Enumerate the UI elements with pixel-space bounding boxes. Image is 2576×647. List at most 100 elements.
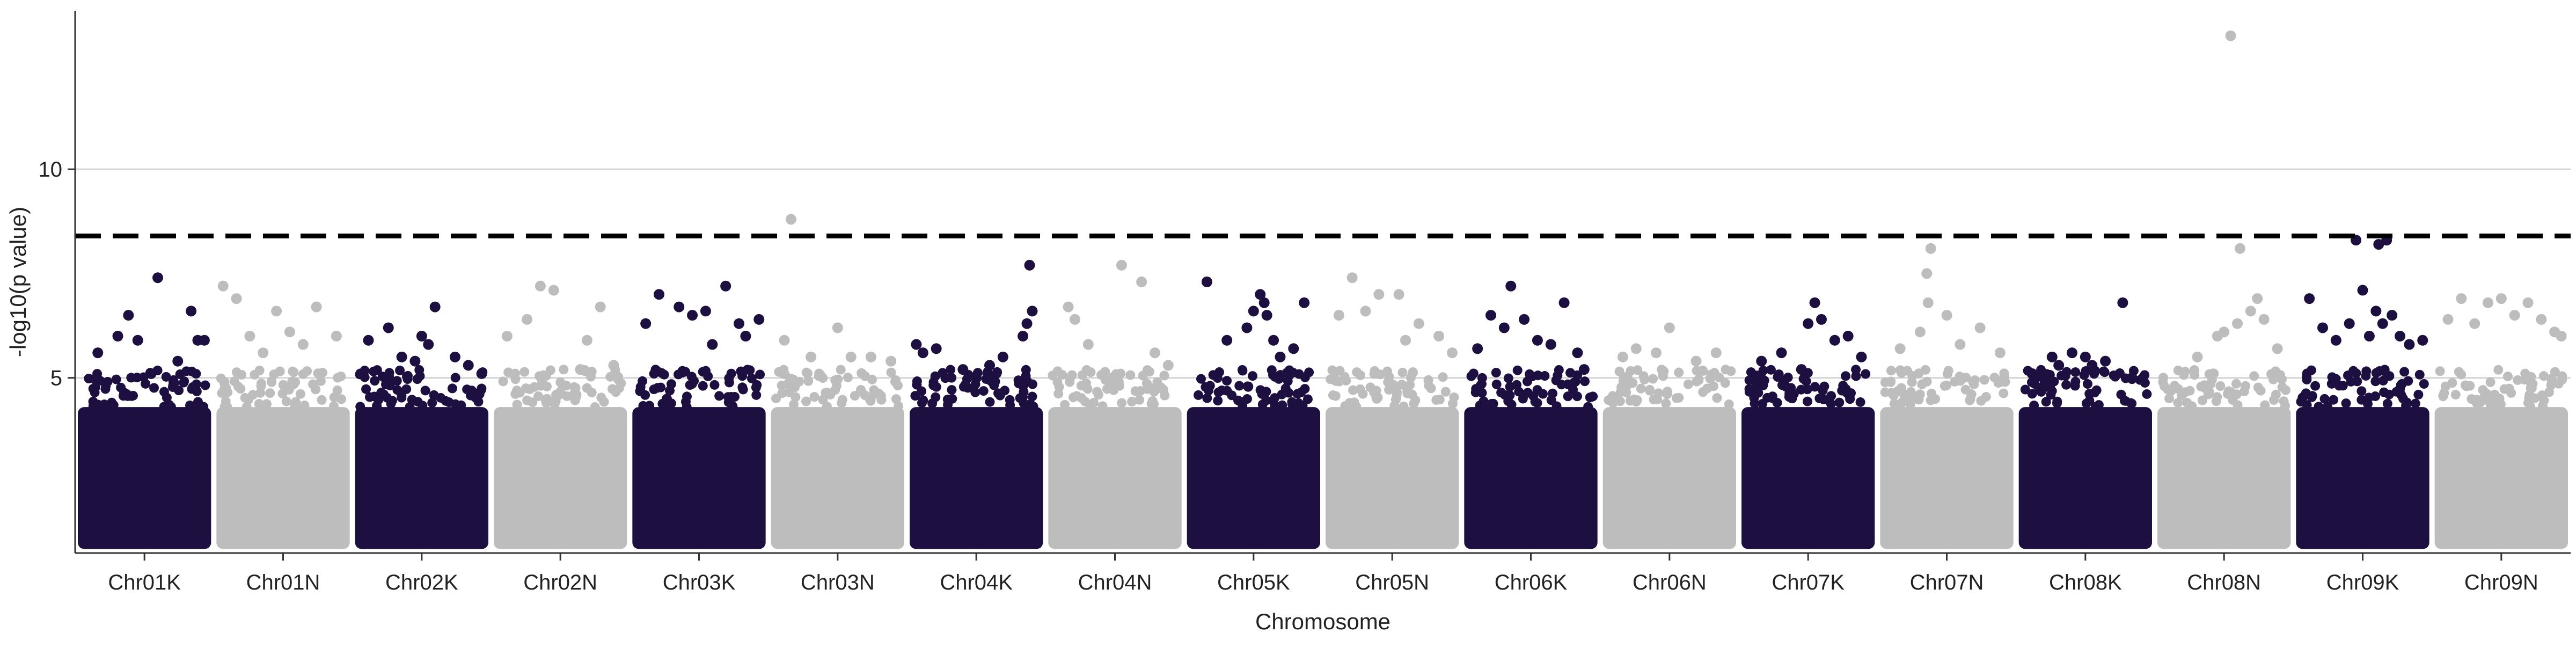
data-point [1496, 387, 1506, 397]
data-point [989, 380, 999, 390]
data-point [2266, 369, 2277, 379]
data-point [540, 395, 551, 405]
data-point [1981, 392, 1991, 402]
data-point [1503, 373, 1513, 383]
data-point [809, 392, 819, 402]
data-point [724, 373, 734, 383]
data-point [1234, 381, 1245, 391]
data-point [525, 384, 535, 394]
data-point [1697, 365, 1708, 375]
data-point [1431, 395, 1441, 405]
data-point [192, 402, 202, 412]
data-point-chr02n [575, 364, 586, 375]
data-point [596, 392, 606, 403]
data-point-chr01k [199, 335, 210, 346]
data-point [1238, 366, 1248, 376]
data-point [978, 386, 989, 396]
data-point-chr06n [1690, 355, 1702, 367]
data-point-chr01n [217, 280, 229, 292]
data-point-chr06k [1572, 347, 1583, 359]
data-point-chr09n [2556, 331, 2567, 341]
data-point [1202, 393, 1212, 403]
data-point [1423, 375, 1433, 385]
data-point-chr08k [2087, 360, 2098, 371]
data-point [1896, 383, 1906, 393]
data-point [1397, 367, 1408, 377]
data-point-chr08k [2126, 372, 2138, 383]
y-tick-label-5: 5 [50, 367, 62, 390]
data-point [1889, 390, 1899, 401]
data-point [1997, 376, 2008, 387]
data-point [1906, 387, 1916, 397]
data-point-chr05n [1333, 310, 1344, 321]
data-point [2061, 380, 2072, 390]
data-point [837, 395, 847, 405]
x-tick-label-chr06n: Chr06N [1633, 571, 1707, 594]
data-point [498, 376, 508, 387]
data-point [216, 373, 226, 383]
x-tick-label-chr03n: Chr03N [801, 571, 875, 594]
data-point [1396, 380, 1407, 390]
data-point [2212, 392, 2222, 402]
point-band-chr09k [2296, 407, 2429, 549]
data-point [970, 387, 980, 397]
data-point [1298, 401, 1308, 411]
data-point [1204, 386, 1214, 396]
data-point-chr04k [984, 360, 995, 371]
data-point-chr02k [396, 351, 407, 362]
data-point-chr08k [2026, 368, 2038, 379]
data-point [2314, 402, 2324, 412]
data-point [1097, 401, 1108, 411]
data-point [261, 399, 272, 409]
data-point [2208, 368, 2219, 379]
data-point-chr03k [674, 301, 685, 312]
data-point-chr01n [244, 331, 255, 341]
data-point [2307, 392, 2317, 402]
data-point [381, 376, 391, 386]
data-point [299, 400, 310, 410]
data-point-chr06n [1664, 322, 1675, 333]
data-point-chr02k [363, 335, 374, 346]
data-point [1146, 399, 1157, 409]
data-point-chr05k [1258, 297, 1270, 308]
data-point [551, 390, 561, 400]
data-point [361, 384, 371, 394]
data-point [1522, 376, 1532, 387]
data-point [801, 367, 811, 377]
data-point [1222, 376, 1232, 386]
data-point [747, 373, 757, 383]
data-point [587, 367, 597, 377]
data-point [843, 373, 853, 383]
data-point [917, 386, 927, 396]
data-point [656, 382, 666, 392]
data-point [2361, 366, 2372, 376]
data-point [1491, 379, 1502, 389]
data-point [1518, 394, 1528, 404]
data-point-chr03k [707, 339, 718, 350]
data-point [1284, 371, 1294, 381]
data-point [1662, 387, 1672, 397]
data-point [1563, 379, 1573, 389]
data-point [1512, 380, 1522, 390]
data-point [2036, 365, 2046, 375]
data-point [1694, 374, 1704, 384]
data-point [386, 398, 396, 409]
data-point [1834, 397, 1845, 408]
data-point [1085, 399, 1095, 410]
data-point [414, 365, 425, 375]
data-point [680, 367, 691, 377]
data-point [2120, 396, 2131, 406]
data-point-chr02n [501, 331, 513, 341]
data-point-chr08n [2272, 343, 2283, 354]
data-point-chr05k [1201, 277, 1212, 287]
data-point [2557, 375, 2567, 385]
data-point-chr01n [331, 331, 342, 341]
x-tick-label-chr08n: Chr08N [2187, 571, 2261, 594]
data-point-chr06k [1578, 364, 1590, 375]
data-point [1268, 396, 1278, 406]
data-point [1658, 369, 1668, 379]
data-point [2329, 395, 2339, 405]
data-point [1426, 383, 1436, 394]
data-point-chr07k [1842, 331, 1854, 341]
data-point-chr01k [123, 310, 134, 321]
